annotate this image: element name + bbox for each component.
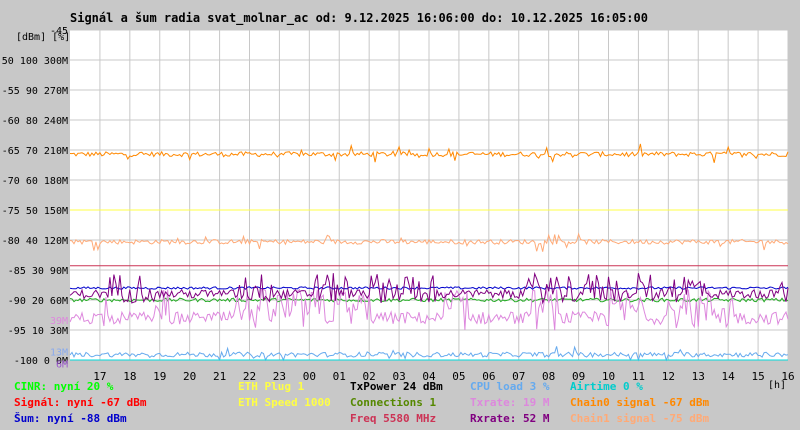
x-unit-label: [h] [768, 380, 786, 391]
x-tick-label: 10 [602, 370, 615, 383]
legend-item: Freq 5580 MHz [350, 412, 436, 425]
legend-item: Connections 1 [350, 396, 436, 409]
legend-item: Šum: nyní -88 dBm [14, 412, 127, 425]
legend-item: Txrate: 19 M [470, 396, 550, 409]
y-tick-label: -95 10 30M [8, 326, 68, 337]
x-tick-label: 12 [662, 370, 675, 383]
overlay-label: 6M [56, 360, 68, 371]
y-tick-label: -80 40 120M [2, 236, 68, 247]
series-line-chain1-signal [69, 232, 789, 252]
x-tick-label: 02 [363, 370, 376, 383]
legend-item: ETH Speed 1000 [238, 396, 331, 409]
x-tick-label: 20 [183, 370, 196, 383]
overlay-label: 39M [50, 316, 68, 327]
legend-item: Airtime 0 % [570, 380, 643, 393]
x-tick-label: 22 [243, 370, 256, 383]
x-tick-label: 14 [722, 370, 736, 383]
y-tick-label: -45 [50, 26, 68, 37]
legend-item: CINR: nyní 20 % [14, 380, 114, 393]
legend-item: Chain0 signal -67 dBm [570, 396, 709, 409]
legend-item: ETH Plug 1 [238, 380, 305, 393]
x-tick-label: 17 [93, 370, 106, 383]
series-line-cpu-load [69, 345, 789, 362]
y-tick-label: -60 80 240M [2, 116, 68, 127]
x-tick-label: 23 [273, 370, 286, 383]
x-tick-label: 21 [213, 370, 226, 383]
legend: CINR: nyní 20 % Signál: nyní -67 dBm Šum: … [14, 380, 709, 425]
x-tick-label: 15 [751, 370, 764, 383]
series-layer [69, 143, 789, 362]
x-tick-label: 16 [781, 370, 794, 383]
x-tick-label: 18 [123, 370, 136, 383]
x-tick-label: 09 [572, 370, 585, 383]
x-tick-label: 07 [512, 370, 525, 383]
chart-title: Signál a šum radia svat_molnar_ac od: 9.… [70, 11, 648, 26]
x-tick-label: 01 [333, 370, 346, 383]
legend-item: TxPower 24 dBm [350, 380, 443, 393]
x-tick-label: 13 [692, 370, 705, 383]
series-line--um [69, 286, 789, 290]
x-tick-label: 00 [303, 370, 316, 383]
x-tick-label: 11 [632, 370, 645, 383]
legend-item: Rxrate: 52 M [470, 412, 550, 425]
axes: -45 -50 100 300M -55 90 270M -60 80 240M -65… [0, 26, 795, 391]
legend-item: CPU load 3 % [470, 380, 550, 393]
y-tick-label: -75 50 150M [2, 206, 68, 217]
series-line-chain0-signal [69, 143, 789, 164]
x-tick-label: 08 [542, 370, 555, 383]
legend-item: Chain1 signal -75 dBm [570, 412, 709, 425]
y-tick-label: -65 70 210M [2, 146, 68, 157]
series-line-txrate [69, 288, 789, 331]
y-tick-label: -55 90 270M [2, 86, 68, 97]
x-tick-label: 06 [482, 370, 495, 383]
x-tick-label: 19 [153, 370, 166, 383]
y-tick-label: -90 20 60M [8, 296, 68, 307]
unit-header: [dBm] [%] [16, 32, 70, 43]
x-tick-label: 05 [452, 370, 465, 383]
x-tick-label: 04 [422, 370, 436, 383]
y-tick-label: -85 30 90M [8, 266, 68, 277]
legend-item: Signál: nyní -67 dBm [14, 396, 147, 409]
overlay-label: 13M [50, 348, 68, 359]
y-tick-label: -100 0 0M [14, 356, 68, 367]
series-line-rxrate [69, 271, 789, 305]
y-tick-label: -70 60 180M [2, 176, 68, 187]
y-tick-label: -50 100 300M [0, 56, 68, 67]
x-tick-label: 03 [392, 370, 405, 383]
